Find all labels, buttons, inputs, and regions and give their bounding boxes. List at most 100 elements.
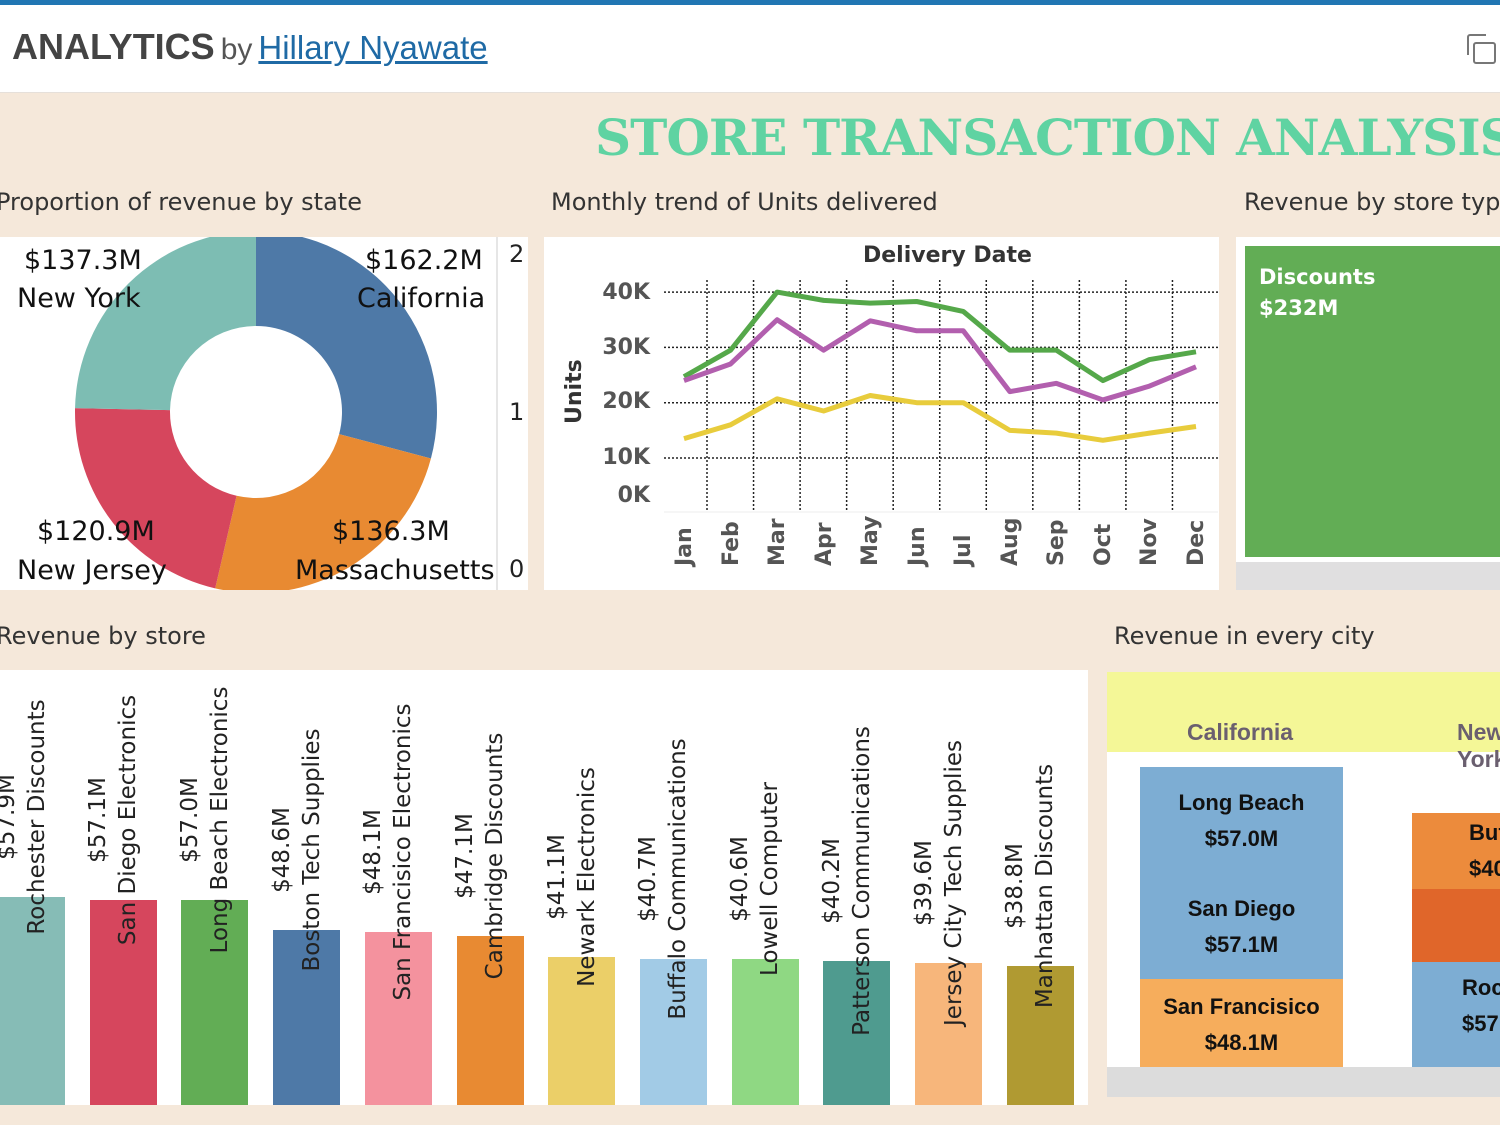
donut-slice-new-york[interactable]	[75, 237, 256, 411]
y-tick-label: 0K	[617, 483, 650, 508]
state-header-california: California	[1187, 719, 1294, 745]
y-tick-label: 20K	[602, 389, 650, 414]
bar[interactable]	[731, 959, 799, 1105]
x-tick-label: Jun	[904, 526, 930, 566]
bar[interactable]	[823, 960, 891, 1105]
bar-category-label: Rochester Discounts	[23, 699, 50, 935]
bar[interactable]	[456, 935, 524, 1105]
bar[interactable]	[89, 899, 157, 1105]
bar-label: $40.2M Patterson Communications	[817, 726, 877, 1036]
line-series-0[interactable]	[682, 289, 1197, 384]
city-treemap: California New York Long Beach $57.0M Sa…	[1107, 672, 1500, 1097]
author-link[interactable]: Hillary Nyawate	[258, 29, 488, 66]
storetype-title: Revenue by store typ	[1244, 188, 1500, 216]
line-chart	[664, 280, 1218, 513]
y-tick-label: 30K	[602, 335, 650, 360]
bar-label: $41.1M Newark Electronics	[542, 767, 602, 987]
bar-category-label: Newark Electronics	[573, 767, 600, 988]
x-tick-label: Jan	[672, 527, 697, 566]
dashboard-title: STORE TRANSACTION ANALYSIS	[595, 108, 1500, 167]
city-value: $57.1M	[1204, 932, 1279, 957]
y-tick-label: 10K	[602, 445, 650, 470]
donut-slice-new-jersey[interactable]	[74, 408, 237, 589]
bar[interactable]	[1006, 965, 1074, 1105]
slice-value-california: $162.2M	[365, 245, 483, 276]
header	[0, 5, 1500, 93]
line-chart-title: Delivery Date	[863, 243, 1032, 268]
bar-label: $48.1M San Francisico Electronics	[358, 704, 418, 1001]
bar[interactable]	[364, 932, 432, 1105]
bar-value-label: $39.6M	[910, 839, 937, 926]
donut-chart	[74, 237, 437, 590]
stores-title: Revenue by store	[0, 622, 206, 650]
bar-value-label: $40.6M	[727, 836, 754, 922]
slice-value-new-jersey: $120.9M	[37, 516, 155, 547]
city-cell[interactable]	[1412, 889, 1500, 962]
bar-category-label: Lowell Computer	[757, 782, 784, 977]
slice-label-massachusetts: Massachusetts	[295, 555, 495, 586]
cell-label: Discounts	[1259, 265, 1376, 289]
window-restore-icon[interactable]	[1466, 33, 1496, 65]
bar-value-label: $47.1M	[452, 812, 478, 899]
bar-category-label: Boston Tech Supplies	[298, 728, 325, 972]
x-tick-label: Jul	[951, 534, 977, 566]
slice-label-california: California	[357, 283, 486, 314]
city-name: San Diego	[1187, 896, 1296, 921]
slice-value-new-york: $137.3M	[24, 245, 142, 276]
bar-value-label: $40.2M	[818, 837, 845, 924]
slice-label-new-york: New York	[17, 283, 141, 314]
city-cell-rochester[interactable]: Rochester $57.9M	[1412, 962, 1500, 1067]
line-series-1[interactable]	[683, 317, 1197, 403]
bar-category-label: Patterson Communications	[848, 725, 875, 1036]
x-tick-label: Aug	[997, 517, 1023, 566]
city-name: San Francisico	[1163, 994, 1320, 1019]
donut-title: Proportion of revenue by state	[0, 188, 362, 216]
y-tick-label: 40K	[602, 280, 650, 305]
scrollbar[interactable]	[1236, 562, 1500, 590]
slice-label-new-jersey: New Jersey	[17, 555, 167, 586]
bar-label: $39.6M Jersey City Tech Supplies	[909, 740, 969, 1026]
brand: ANALYTICS by Hillary Nyawate	[12, 26, 488, 68]
bar[interactable]	[639, 958, 707, 1105]
bar-label: $57.9M Rochester Discounts	[0, 699, 52, 934]
bar-label: $40.7M Buffalo Communications	[633, 738, 693, 1019]
city-cell-san-francisco[interactable]: San Francisico $48.1M	[1140, 979, 1343, 1067]
scrollbar[interactable]	[1107, 1067, 1500, 1097]
by-text: by	[220, 33, 253, 66]
bar-category-label: Jersey City Tech Supplies	[940, 739, 967, 1026]
donut-slice-california[interactable]	[256, 237, 437, 459]
bar[interactable]	[915, 962, 982, 1105]
city-value: $40.7M	[1469, 856, 1500, 881]
city-name: Buffalo	[1469, 820, 1500, 845]
donut-slice-massachusetts[interactable]	[215, 434, 431, 590]
city-cell-buffalo[interactable]: Buffalo $40.7M	[1412, 813, 1500, 889]
city-cell-long-beach-san-diego[interactable]: Long Beach $57.0M San Diego $57.1M	[1140, 767, 1343, 979]
line-panel	[544, 237, 1219, 590]
bar-category-label: Cambridge Discounts	[482, 732, 508, 980]
line-panel-title: Monthly trend of Units delivered	[551, 188, 938, 216]
city-name: Rochester	[1462, 975, 1500, 1000]
bar[interactable]	[0, 897, 65, 1105]
city-name: Long Beach	[1178, 790, 1305, 815]
bar-category-label: San Diego Electronics	[115, 694, 142, 945]
cities-title: Revenue in every city	[1114, 622, 1375, 650]
bar[interactable]	[273, 930, 341, 1105]
city-value: $48.1M	[1204, 1030, 1279, 1055]
city-value: $57.0M	[1204, 826, 1279, 851]
x-tick-label: Sep	[1044, 519, 1070, 566]
treemap-cell-discounts[interactable]: Discounts $232M	[1245, 246, 1500, 557]
bar-label: $47.1M Cambridge Discounts	[450, 732, 510, 979]
bar-value-label: $48.1M	[360, 809, 387, 896]
bar-value-label: $40.7M	[635, 835, 662, 922]
bar-value-label: $41.1M	[543, 834, 570, 921]
x-tick-label: Oct	[1090, 523, 1116, 566]
bar-label: $57.0M Long Beach Electronics	[175, 687, 235, 954]
line-series-2[interactable]	[683, 393, 1197, 443]
bar-value-label: $57.9M	[0, 774, 20, 860]
divider	[496, 237, 498, 590]
x-tick-label: Dec	[1184, 519, 1209, 566]
bar[interactable]	[181, 900, 249, 1105]
bar-category-label: Buffalo Communications	[665, 738, 692, 1020]
bar[interactable]	[548, 957, 616, 1105]
x-tick-label: Feb	[718, 521, 744, 566]
